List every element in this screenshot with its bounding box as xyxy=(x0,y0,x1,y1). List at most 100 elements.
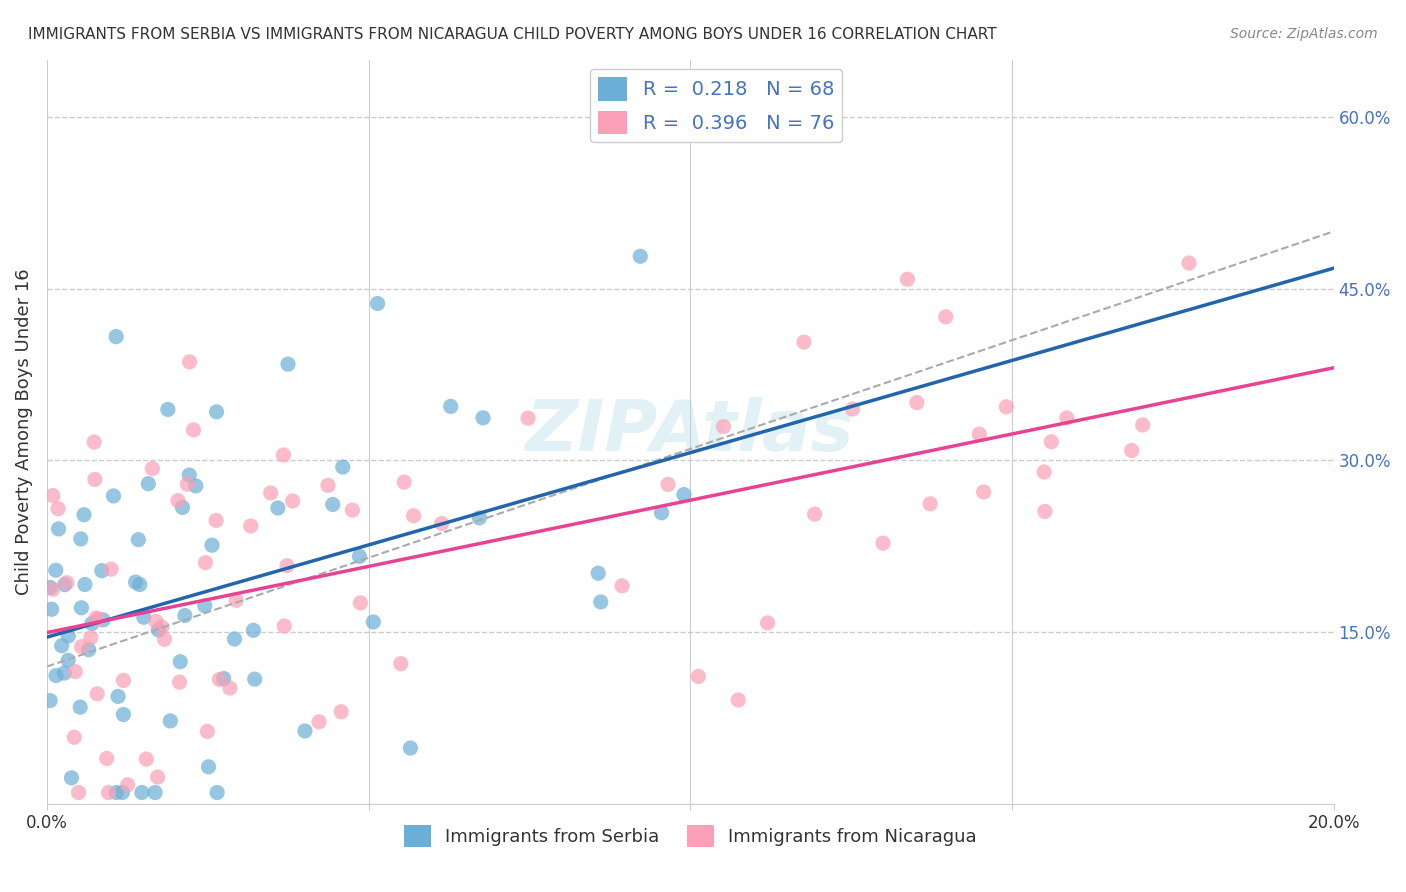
Point xyxy=(389,657,412,671)
Point xyxy=(131,785,153,799)
Point xyxy=(1132,417,1154,432)
Point xyxy=(935,310,957,324)
Point xyxy=(727,693,749,707)
Point xyxy=(48,522,70,536)
Point xyxy=(112,707,135,722)
Point xyxy=(135,752,157,766)
Point xyxy=(87,612,110,626)
Point xyxy=(53,666,76,681)
Point xyxy=(1056,411,1078,425)
Point xyxy=(967,427,990,442)
Point xyxy=(281,494,304,508)
Point xyxy=(896,272,918,286)
Point xyxy=(688,669,710,683)
Point xyxy=(112,673,135,688)
Point xyxy=(86,687,108,701)
Point xyxy=(96,751,118,765)
Point xyxy=(205,405,228,419)
Point xyxy=(39,693,62,707)
Point xyxy=(91,613,114,627)
Point xyxy=(225,593,247,607)
Point xyxy=(402,508,425,523)
Point xyxy=(69,532,91,546)
Point xyxy=(45,668,67,682)
Point xyxy=(127,533,149,547)
Point xyxy=(173,608,195,623)
Point xyxy=(920,497,942,511)
Point xyxy=(132,610,155,624)
Point xyxy=(107,690,129,704)
Point xyxy=(84,611,107,625)
Point xyxy=(756,615,779,630)
Point xyxy=(80,631,103,645)
Point xyxy=(194,556,217,570)
Point xyxy=(184,479,207,493)
Point xyxy=(90,564,112,578)
Point xyxy=(672,487,695,501)
Point xyxy=(169,675,191,690)
Point xyxy=(793,334,815,349)
Point xyxy=(80,616,103,631)
Point xyxy=(70,600,93,615)
Legend: R =  0.218   N = 68, R =  0.396   N = 76: R = 0.218 N = 68, R = 0.396 N = 76 xyxy=(591,70,842,142)
Point xyxy=(841,402,863,417)
Point xyxy=(995,400,1018,414)
Point xyxy=(294,723,316,738)
Point xyxy=(201,538,224,552)
Point xyxy=(1121,443,1143,458)
Point xyxy=(589,595,612,609)
Point xyxy=(517,411,540,425)
Point xyxy=(46,501,69,516)
Point xyxy=(148,623,170,637)
Point xyxy=(172,500,194,515)
Point xyxy=(195,724,218,739)
Point xyxy=(42,489,65,503)
Point xyxy=(468,511,491,525)
Point xyxy=(100,562,122,576)
Point xyxy=(73,508,96,522)
Point xyxy=(1033,504,1056,518)
Point xyxy=(70,640,93,654)
Point xyxy=(367,296,389,310)
Point xyxy=(322,498,344,512)
Point xyxy=(83,472,105,486)
Point xyxy=(349,596,371,610)
Point xyxy=(58,629,80,643)
Point xyxy=(176,477,198,491)
Point xyxy=(45,563,67,577)
Point xyxy=(973,485,995,500)
Point xyxy=(169,655,191,669)
Point xyxy=(41,602,63,616)
Point xyxy=(145,615,167,629)
Point xyxy=(803,507,825,521)
Point xyxy=(42,582,65,597)
Point xyxy=(136,476,159,491)
Point xyxy=(56,575,79,590)
Point xyxy=(197,760,219,774)
Point xyxy=(872,536,894,550)
Point xyxy=(156,402,179,417)
Point xyxy=(205,785,228,799)
Point xyxy=(349,549,371,564)
Point xyxy=(1040,434,1063,449)
Point xyxy=(1033,465,1056,479)
Point xyxy=(224,632,246,646)
Point xyxy=(218,681,240,695)
Point xyxy=(399,741,422,756)
Point xyxy=(179,355,201,369)
Point xyxy=(472,410,495,425)
Point xyxy=(117,778,139,792)
Point xyxy=(361,615,384,629)
Point xyxy=(610,579,633,593)
Point xyxy=(51,639,73,653)
Point xyxy=(440,400,463,414)
Point xyxy=(392,475,415,489)
Text: Source: ZipAtlas.com: Source: ZipAtlas.com xyxy=(1230,27,1378,41)
Point xyxy=(430,516,453,531)
Point xyxy=(60,771,83,785)
Point xyxy=(273,619,295,633)
Point xyxy=(39,581,62,595)
Point xyxy=(586,566,609,581)
Point xyxy=(77,642,100,657)
Point xyxy=(332,460,354,475)
